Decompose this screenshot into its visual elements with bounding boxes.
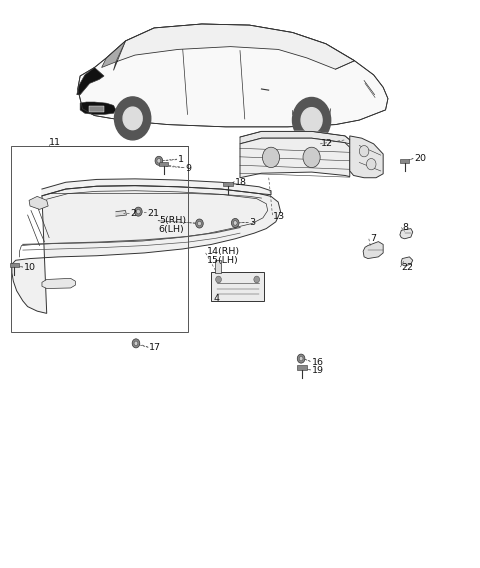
Circle shape bbox=[301, 108, 322, 132]
Circle shape bbox=[263, 147, 280, 168]
Text: 22: 22 bbox=[401, 262, 413, 272]
Circle shape bbox=[136, 210, 140, 214]
Polygon shape bbox=[240, 131, 350, 140]
Circle shape bbox=[115, 97, 151, 140]
Polygon shape bbox=[240, 131, 350, 144]
Text: 6(LH): 6(LH) bbox=[159, 225, 185, 234]
FancyBboxPatch shape bbox=[211, 272, 264, 301]
Text: 11: 11 bbox=[49, 138, 61, 147]
Circle shape bbox=[216, 276, 221, 283]
Polygon shape bbox=[114, 24, 355, 70]
Circle shape bbox=[123, 107, 142, 130]
Circle shape bbox=[360, 145, 369, 157]
Polygon shape bbox=[240, 138, 350, 178]
Text: 1: 1 bbox=[178, 155, 184, 164]
Circle shape bbox=[157, 158, 161, 163]
Circle shape bbox=[292, 98, 331, 143]
Circle shape bbox=[233, 221, 237, 225]
Text: 15(LH): 15(LH) bbox=[206, 256, 239, 265]
Polygon shape bbox=[363, 241, 383, 258]
FancyBboxPatch shape bbox=[89, 106, 104, 111]
Circle shape bbox=[196, 219, 203, 228]
Text: 7: 7 bbox=[370, 234, 376, 243]
Circle shape bbox=[231, 219, 239, 227]
Text: 13: 13 bbox=[274, 212, 286, 221]
Text: 17: 17 bbox=[149, 344, 161, 352]
Polygon shape bbox=[116, 211, 126, 216]
Circle shape bbox=[132, 339, 140, 348]
Circle shape bbox=[299, 356, 303, 361]
Circle shape bbox=[155, 156, 163, 165]
Text: 9: 9 bbox=[185, 164, 191, 173]
Circle shape bbox=[134, 207, 142, 216]
Polygon shape bbox=[80, 102, 116, 114]
Circle shape bbox=[254, 276, 260, 283]
Text: 14(RH): 14(RH) bbox=[206, 247, 240, 256]
FancyBboxPatch shape bbox=[159, 162, 168, 166]
Polygon shape bbox=[12, 186, 281, 314]
Text: 19: 19 bbox=[312, 366, 324, 375]
Polygon shape bbox=[350, 136, 383, 178]
Polygon shape bbox=[29, 197, 48, 210]
Circle shape bbox=[297, 354, 305, 363]
Text: 8: 8 bbox=[402, 223, 408, 232]
Circle shape bbox=[198, 222, 201, 226]
Text: 12: 12 bbox=[321, 139, 333, 148]
Text: 5(RH): 5(RH) bbox=[159, 216, 186, 225]
FancyBboxPatch shape bbox=[400, 158, 409, 163]
Polygon shape bbox=[102, 41, 125, 68]
Circle shape bbox=[303, 147, 320, 168]
Circle shape bbox=[366, 158, 376, 170]
Text: 4: 4 bbox=[214, 294, 220, 303]
Circle shape bbox=[134, 341, 138, 345]
Text: 16: 16 bbox=[312, 357, 324, 366]
Polygon shape bbox=[42, 278, 75, 289]
Text: 10: 10 bbox=[24, 262, 36, 272]
Text: 18: 18 bbox=[235, 178, 247, 187]
Polygon shape bbox=[400, 228, 413, 239]
FancyBboxPatch shape bbox=[297, 365, 307, 370]
Text: 3: 3 bbox=[250, 219, 256, 227]
Polygon shape bbox=[401, 257, 413, 266]
FancyBboxPatch shape bbox=[215, 260, 221, 273]
FancyBboxPatch shape bbox=[223, 182, 233, 186]
Text: 20: 20 bbox=[414, 154, 426, 163]
FancyBboxPatch shape bbox=[10, 262, 19, 267]
Text: 21: 21 bbox=[147, 209, 159, 218]
Polygon shape bbox=[42, 179, 271, 196]
Polygon shape bbox=[78, 24, 388, 127]
Polygon shape bbox=[77, 68, 104, 95]
Text: 2: 2 bbox=[130, 209, 136, 218]
